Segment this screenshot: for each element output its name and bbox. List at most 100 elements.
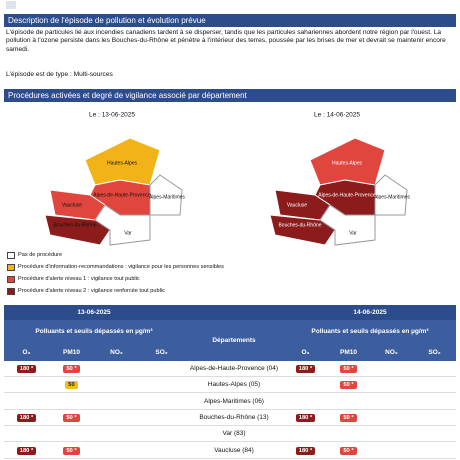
pollutant-header: SO₂ [139,344,184,361]
department: Vaucluse (84) [184,443,284,459]
region [319,204,376,246]
cell [284,426,327,443]
cell [413,361,456,377]
cell [284,377,327,394]
cell [94,410,139,426]
map-date: Le : 13-06-2025 [89,112,135,119]
cell [139,443,184,459]
cell [370,410,413,426]
cell [370,394,413,410]
cell [49,426,94,443]
region-label: Alpes-de-Haute-Provence [318,192,376,198]
cell [94,361,139,377]
legend-label: Procédure d'alerte niveau 1 : vigilance … [18,276,140,282]
cell [413,377,456,394]
cell [139,410,184,426]
table: 13-06-2025 14-06-2025 Polluants et seuil… [4,305,456,460]
legend-swatch [7,264,15,271]
region-label: Hautes-Alpes [107,160,138,166]
region [94,204,151,246]
cell [139,377,184,394]
cell [413,443,456,459]
department: Hautes-Alpes (05) [184,377,284,394]
type-line: L'épisode est de type : Multi-sources [6,71,113,78]
cell: 180 * [284,410,327,426]
section-title: Description de l'épisode de pollution et… [4,14,456,27]
cell: 180 * [284,443,327,459]
legend-swatch [7,252,15,259]
region-label: Var [349,230,357,236]
region-label: Hautes-Alpes [332,160,363,166]
pollutant-header: NO₂ [370,344,413,361]
cell [4,394,49,410]
cell [4,377,49,394]
pollutant-header: PM10 [327,344,370,361]
cell: 50 * [49,361,94,377]
threshold-badge: 180 * [295,413,316,422]
cell [139,426,184,443]
cell: 50 * [327,361,370,377]
cell: 50 [49,377,94,394]
cell [370,361,413,377]
threshold-badge: 180 * [16,413,37,422]
cell [139,394,184,410]
region-label: Bouches-du-Rhône [53,222,96,228]
department: Bouches-du-Rhône (13) [184,410,284,426]
cell [413,394,456,410]
cell: 50 * [49,443,94,459]
region-label: Vaucluse [62,202,82,208]
cell [94,377,139,394]
cell [284,394,327,410]
cell [370,443,413,459]
department: Alpes-Maritimes (06) [184,394,284,410]
region-label: Bouches-du-Rhône [278,222,321,228]
cell: 180 * [4,361,49,377]
legend-label: Pas de procédure [18,252,63,258]
region [269,214,336,246]
legend-swatch [7,288,15,295]
cell [94,443,139,459]
threshold-badge: 50 * [63,365,80,373]
date-header: 14-06-2025 [284,305,456,320]
region-label: Var [124,230,132,236]
threshold-badge: 50 * [340,365,357,373]
section-title: Procédures activées et degré de vigilanc… [4,89,456,102]
cell [327,394,370,410]
cell [413,426,456,443]
pollutant-header: SO₂ [413,344,456,361]
department: Alpes-de-Haute-Provence (04) [184,361,284,377]
cell: 50 * [327,410,370,426]
map: Le : 13-06-2025 Hautes-Alpes Alpes-de-Ha… [44,112,185,246]
cell [370,377,413,394]
department: Var (83) [184,426,284,443]
cell: 50 * [327,377,370,394]
threshold-badge: 50 * [63,413,80,422]
cell: 50 * [49,410,94,426]
threshold-badge: 50 [65,381,78,390]
legend-label: Procédure d'information-recommandations … [18,264,224,270]
threshold-badge: 180 * [16,365,37,373]
pollutants-header: Polluants et seuils dépassés en µg/m³ [284,320,456,344]
cell [139,361,184,377]
legend-label: Procédure d'alerte niveau 2 : vigilance … [18,288,165,294]
cell [327,426,370,443]
cell: 180 * [284,361,327,377]
cell: 180 * [4,443,49,459]
region [374,174,408,216]
cell [94,426,139,443]
pollutant-header: PM10 [49,344,94,361]
region [44,214,111,246]
cell [413,410,456,426]
header-blank [184,305,284,320]
region-label: Alpes-de-Haute-Provence [93,192,151,198]
pollutant-header: NO₂ [94,344,139,361]
maps: Le : 13-06-2025 Hautes-Alpes Alpes-de-Ha… [44,112,410,246]
cell [4,426,49,443]
region [149,174,183,216]
departments-header: Départements [184,320,284,361]
pollutants-header: Polluants et seuils dépassés en µg/m³ [4,320,184,344]
region-label: Alpes-Maritimes [374,194,410,200]
threshold-badge: 50 * [340,413,357,422]
threshold-badge: 50 * [63,446,80,455]
